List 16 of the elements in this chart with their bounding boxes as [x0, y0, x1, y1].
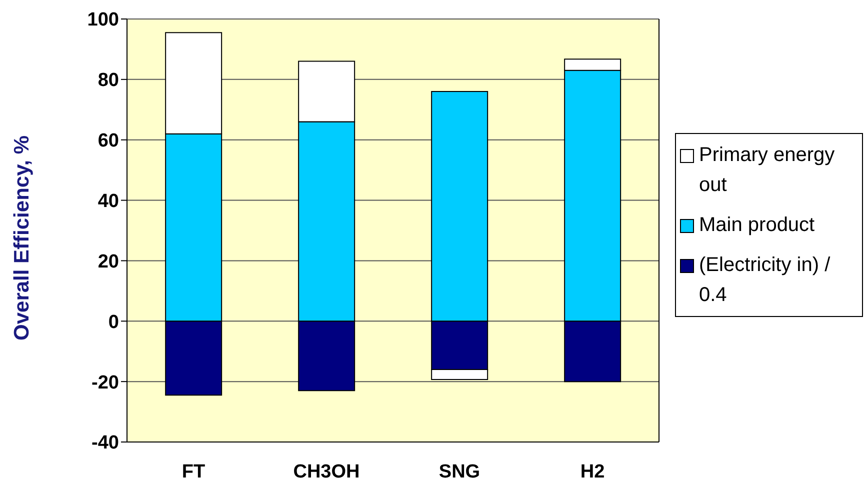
y-tick-label: 100 [87, 10, 119, 31]
y-tick-label: -20 [92, 372, 119, 394]
legend-label: Main product [699, 213, 815, 238]
y-tick-label: -40 [92, 432, 119, 454]
y-axis-title: Overall Efficiency, % [10, 135, 34, 340]
y-tick-label: 80 [98, 70, 119, 92]
x-tick-label: FT [182, 461, 206, 482]
x-tick-label: CH3OH [293, 461, 360, 482]
y-tick-label: 60 [98, 130, 119, 152]
y-tick-label: 20 [98, 251, 119, 272]
x-tick-label: SNG [438, 461, 480, 482]
x-tick-label: H2 [580, 461, 605, 482]
y-tick-label: 0 [108, 312, 119, 333]
legend-label: (Electricity in) / 0.4 [699, 253, 832, 308]
legend-label: Primary energy out [699, 143, 836, 198]
y-tick-label: 40 [98, 191, 119, 212]
